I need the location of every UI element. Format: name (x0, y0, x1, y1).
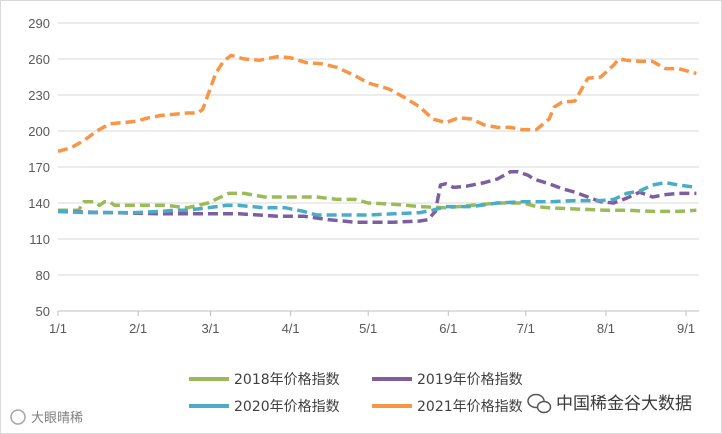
watermark: 大眼晴稀 (10, 409, 83, 426)
y-tick-label: 110 (29, 232, 50, 247)
legend-label: 2019年价格指数 (417, 372, 523, 388)
legend: 2018年价格指数 2019年价格指数 2020年价格指数 2021年价格指数 (189, 372, 523, 415)
y-axis: 50 80 110 140 170 200 230 260 290 (28, 16, 50, 319)
x-tick-label: 8/1 (597, 321, 615, 336)
x-tick-label: 7/1 (517, 321, 535, 336)
x-tick-label: 1/1 (49, 321, 67, 336)
source-brand-text: 中国稀金谷大数据 (556, 394, 692, 414)
y-tick-label: 140 (28, 196, 50, 211)
legend-label: 2018年价格指数 (234, 372, 340, 388)
watermark-text: 大眼晴稀 (31, 411, 83, 426)
legend-label: 2020年价格指数 (234, 399, 340, 415)
weibo-watermark-icon (10, 409, 26, 425)
y-tick-label: 170 (28, 160, 50, 175)
y-tick-label: 80 (36, 268, 50, 283)
x-tick-label: 4/1 (282, 321, 300, 336)
y-tick-label: 200 (28, 124, 50, 139)
y-tick-label: 50 (36, 304, 50, 319)
legend-label: 2021年价格指数 (417, 399, 523, 415)
y-tick-label: 290 (28, 16, 50, 31)
x-tick-label: 6/1 (439, 321, 457, 336)
gridlines (58, 22, 699, 276)
y-tick-label: 230 (28, 88, 50, 103)
x-tick-label: 9/1 (677, 321, 695, 336)
source-brand: 中国稀金谷大数据 (527, 393, 692, 414)
series-lines (57, 53, 697, 224)
wechat-icon (527, 393, 552, 414)
series-line-2 (57, 170, 697, 224)
series-line-4 (57, 53, 697, 154)
x-tick-label: 3/1 (201, 321, 219, 336)
x-tick-label: 5/1 (359, 321, 377, 336)
series-line-3 (57, 180, 697, 217)
x-tick-label: 2/1 (129, 321, 147, 336)
y-tick-label: 260 (28, 52, 50, 67)
x-axis: 1/1 2/1 3/1 4/1 5/1 6/1 7/1 8/1 9/1 (49, 310, 699, 336)
